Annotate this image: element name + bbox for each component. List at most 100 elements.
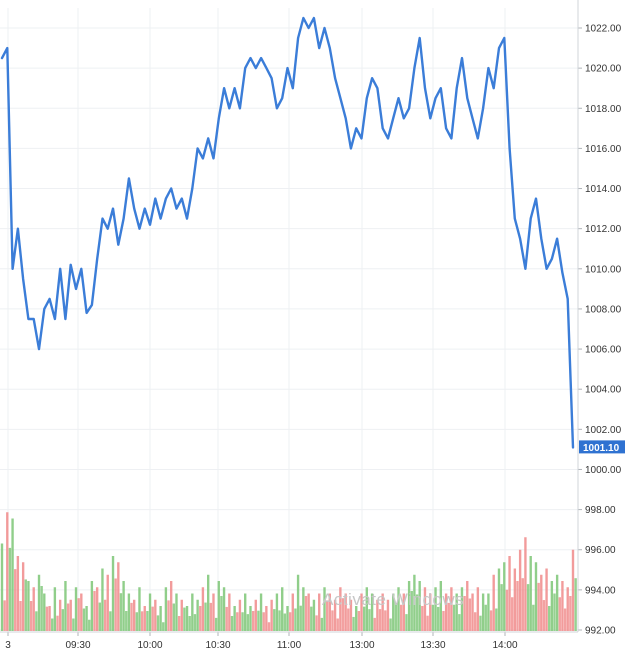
- volume-bar: [370, 593, 374, 631]
- price-tick-label: 1012.00: [585, 224, 622, 235]
- volume-bar: [138, 587, 141, 631]
- volume-bar: [246, 614, 250, 631]
- volume-bar: [516, 581, 519, 631]
- volume-bar: [415, 594, 419, 631]
- volume-bar: [362, 606, 366, 631]
- time-tick-label: 09:30: [65, 640, 90, 650]
- volume-bar: [222, 587, 226, 631]
- volume-bar: [21, 562, 25, 631]
- volume-bar: [352, 616, 355, 631]
- volume-bar: [529, 556, 532, 631]
- price-tick-label: 1020.00: [585, 64, 622, 75]
- volume-bar: [249, 606, 252, 631]
- volume-bar: [344, 593, 347, 631]
- volume-bar: [164, 587, 168, 631]
- volume-bar: [429, 593, 432, 631]
- price-tick-label: 1008.00: [585, 304, 622, 315]
- volume-bar: [563, 608, 567, 631]
- volume-bar: [347, 608, 350, 631]
- volume-bar: [225, 606, 228, 631]
- volume-bar: [251, 611, 255, 631]
- volume-bar: [492, 574, 495, 631]
- time-tick-label: 11:00: [277, 640, 302, 650]
- volume-bar: [114, 578, 117, 631]
- volume-bar: [117, 562, 120, 631]
- volume-bar: [426, 615, 429, 631]
- volume-bar: [460, 587, 464, 631]
- volume-bar: [384, 610, 387, 631]
- volume-bar: [191, 593, 194, 631]
- volume-bar: [505, 589, 509, 631]
- volume-bar: [109, 611, 112, 631]
- volume-bar: [188, 616, 191, 631]
- volume-bar: [16, 556, 20, 631]
- volume-bar: [257, 610, 260, 631]
- volume-bar: [286, 606, 289, 631]
- volume-bar: [244, 593, 247, 631]
- volume-bar: [526, 584, 530, 631]
- volume-bar: [386, 599, 390, 631]
- time-tick-label: 13:00: [349, 640, 374, 650]
- volume-bar: [381, 593, 384, 631]
- volume-bar: [452, 604, 456, 631]
- volume-bar: [294, 608, 297, 631]
- price-tick-label: 1002.00: [585, 425, 622, 436]
- volume-bar: [474, 612, 477, 631]
- volume-bar: [553, 593, 556, 631]
- volume-bar: [98, 602, 101, 631]
- volume-bar: [431, 604, 435, 631]
- volume-bar: [217, 581, 220, 631]
- volume-bar: [368, 609, 371, 631]
- volume-bar: [336, 618, 339, 631]
- volume-bar: [58, 599, 62, 631]
- volume-bar: [312, 599, 316, 631]
- volume-bar: [545, 568, 548, 631]
- volume-bar: [331, 610, 334, 631]
- price-tick-label: 1010.00: [585, 264, 622, 275]
- volume-bar: [8, 547, 12, 631]
- volume-bar: [283, 613, 287, 631]
- volume-bar: [503, 562, 506, 631]
- volume-bar: [95, 587, 99, 631]
- volume-bar: [302, 587, 305, 631]
- volume-bar: [500, 584, 503, 631]
- volume-bar: [481, 593, 485, 631]
- price-line: [0, 16, 575, 449]
- volume-bar: [518, 549, 522, 631]
- volume-bar: [513, 568, 517, 631]
- volume-bar: [455, 593, 458, 631]
- volume-bar: [135, 612, 139, 631]
- price-tick-label: 1022.00: [585, 24, 622, 35]
- volume-bar: [402, 593, 406, 631]
- volume-bar: [458, 614, 461, 631]
- volume-bar: [0, 543, 4, 631]
- volume-bar: [6, 512, 9, 631]
- volume-bar: [177, 616, 181, 631]
- price-tick-label: 992.00: [585, 626, 616, 637]
- price-tick-label: 1006.00: [585, 345, 622, 356]
- volume-bar: [111, 556, 115, 631]
- volume-bar: [410, 591, 413, 631]
- price-tick-label: 1004.00: [585, 385, 622, 396]
- volume-bar: [508, 556, 511, 631]
- volume-bar: [349, 599, 353, 631]
- volume-bar: [156, 615, 160, 631]
- volume-bar: [394, 602, 398, 631]
- volume-bar: [77, 598, 80, 631]
- volume-bar: [497, 568, 501, 631]
- volume-bar: [196, 599, 199, 631]
- volume-bar: [180, 599, 183, 631]
- volume-bar: [281, 587, 284, 631]
- volume-bar: [37, 574, 41, 631]
- volume-bar: [19, 601, 22, 631]
- volume-bar: [238, 599, 242, 631]
- volume-bar: [310, 606, 313, 631]
- volume-bar: [43, 593, 46, 631]
- volume-bar: [236, 612, 239, 631]
- volume-bar: [66, 603, 70, 631]
- volume-bar: [320, 617, 324, 631]
- time-tick-label: 13:30: [420, 640, 445, 650]
- volume-bar: [64, 581, 67, 631]
- volume-bar: [143, 606, 146, 631]
